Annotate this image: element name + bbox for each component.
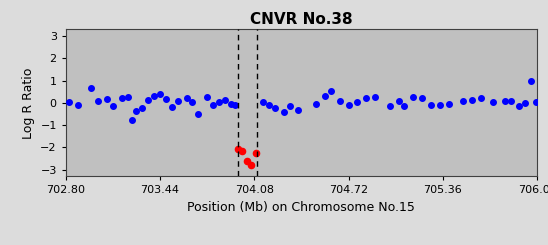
Point	[477, 96, 486, 100]
Point	[385, 104, 394, 108]
Point	[279, 110, 288, 114]
Point	[150, 94, 158, 98]
Point	[527, 79, 535, 83]
Point	[73, 103, 82, 107]
Point	[394, 99, 403, 103]
X-axis label: Position (Mb) on Chromosome No.15: Position (Mb) on Chromosome No.15	[187, 201, 415, 214]
Point	[321, 94, 329, 98]
Point	[226, 102, 235, 106]
Point	[515, 104, 524, 108]
Point	[182, 97, 191, 100]
Point	[109, 104, 117, 108]
Point	[426, 103, 435, 107]
Point	[259, 100, 267, 104]
Point	[252, 151, 260, 155]
Y-axis label: Log R Ratio: Log R Ratio	[22, 67, 35, 139]
Point	[265, 103, 273, 107]
Point	[344, 103, 353, 107]
Point	[353, 100, 362, 104]
Point	[203, 95, 212, 99]
Point	[488, 100, 497, 104]
Point	[128, 118, 136, 122]
Point	[64, 100, 73, 104]
Title: CNVR No.38: CNVR No.38	[250, 12, 353, 27]
Point	[312, 102, 321, 106]
Point	[167, 105, 176, 109]
Point	[400, 104, 409, 108]
Point	[94, 99, 102, 103]
Point	[436, 103, 444, 107]
Point	[335, 99, 344, 103]
Point	[327, 89, 335, 93]
Point	[102, 97, 111, 101]
Point	[132, 109, 141, 113]
Point	[409, 95, 418, 99]
Point	[238, 149, 247, 153]
Point	[506, 99, 515, 103]
Point	[156, 92, 164, 96]
Point	[286, 104, 294, 108]
Point	[468, 98, 477, 101]
Point	[362, 97, 370, 100]
Point	[444, 102, 453, 106]
Point	[194, 112, 203, 116]
Point	[370, 95, 379, 99]
Point	[144, 98, 152, 101]
Point	[123, 95, 132, 99]
Point	[87, 86, 95, 90]
Point	[271, 107, 279, 110]
Point	[418, 97, 426, 100]
Point	[243, 159, 252, 163]
Point	[209, 103, 218, 107]
Point	[188, 100, 197, 104]
Point	[459, 99, 468, 103]
Point	[531, 100, 540, 104]
Point	[247, 163, 256, 167]
Point	[500, 99, 509, 103]
Point	[231, 103, 239, 107]
Point	[521, 101, 529, 105]
Point	[220, 98, 229, 101]
Point	[173, 99, 182, 103]
Point	[233, 147, 242, 150]
Point	[138, 107, 147, 110]
Point	[214, 100, 223, 104]
Point	[117, 97, 126, 100]
Point	[294, 108, 303, 111]
Point	[162, 97, 170, 101]
